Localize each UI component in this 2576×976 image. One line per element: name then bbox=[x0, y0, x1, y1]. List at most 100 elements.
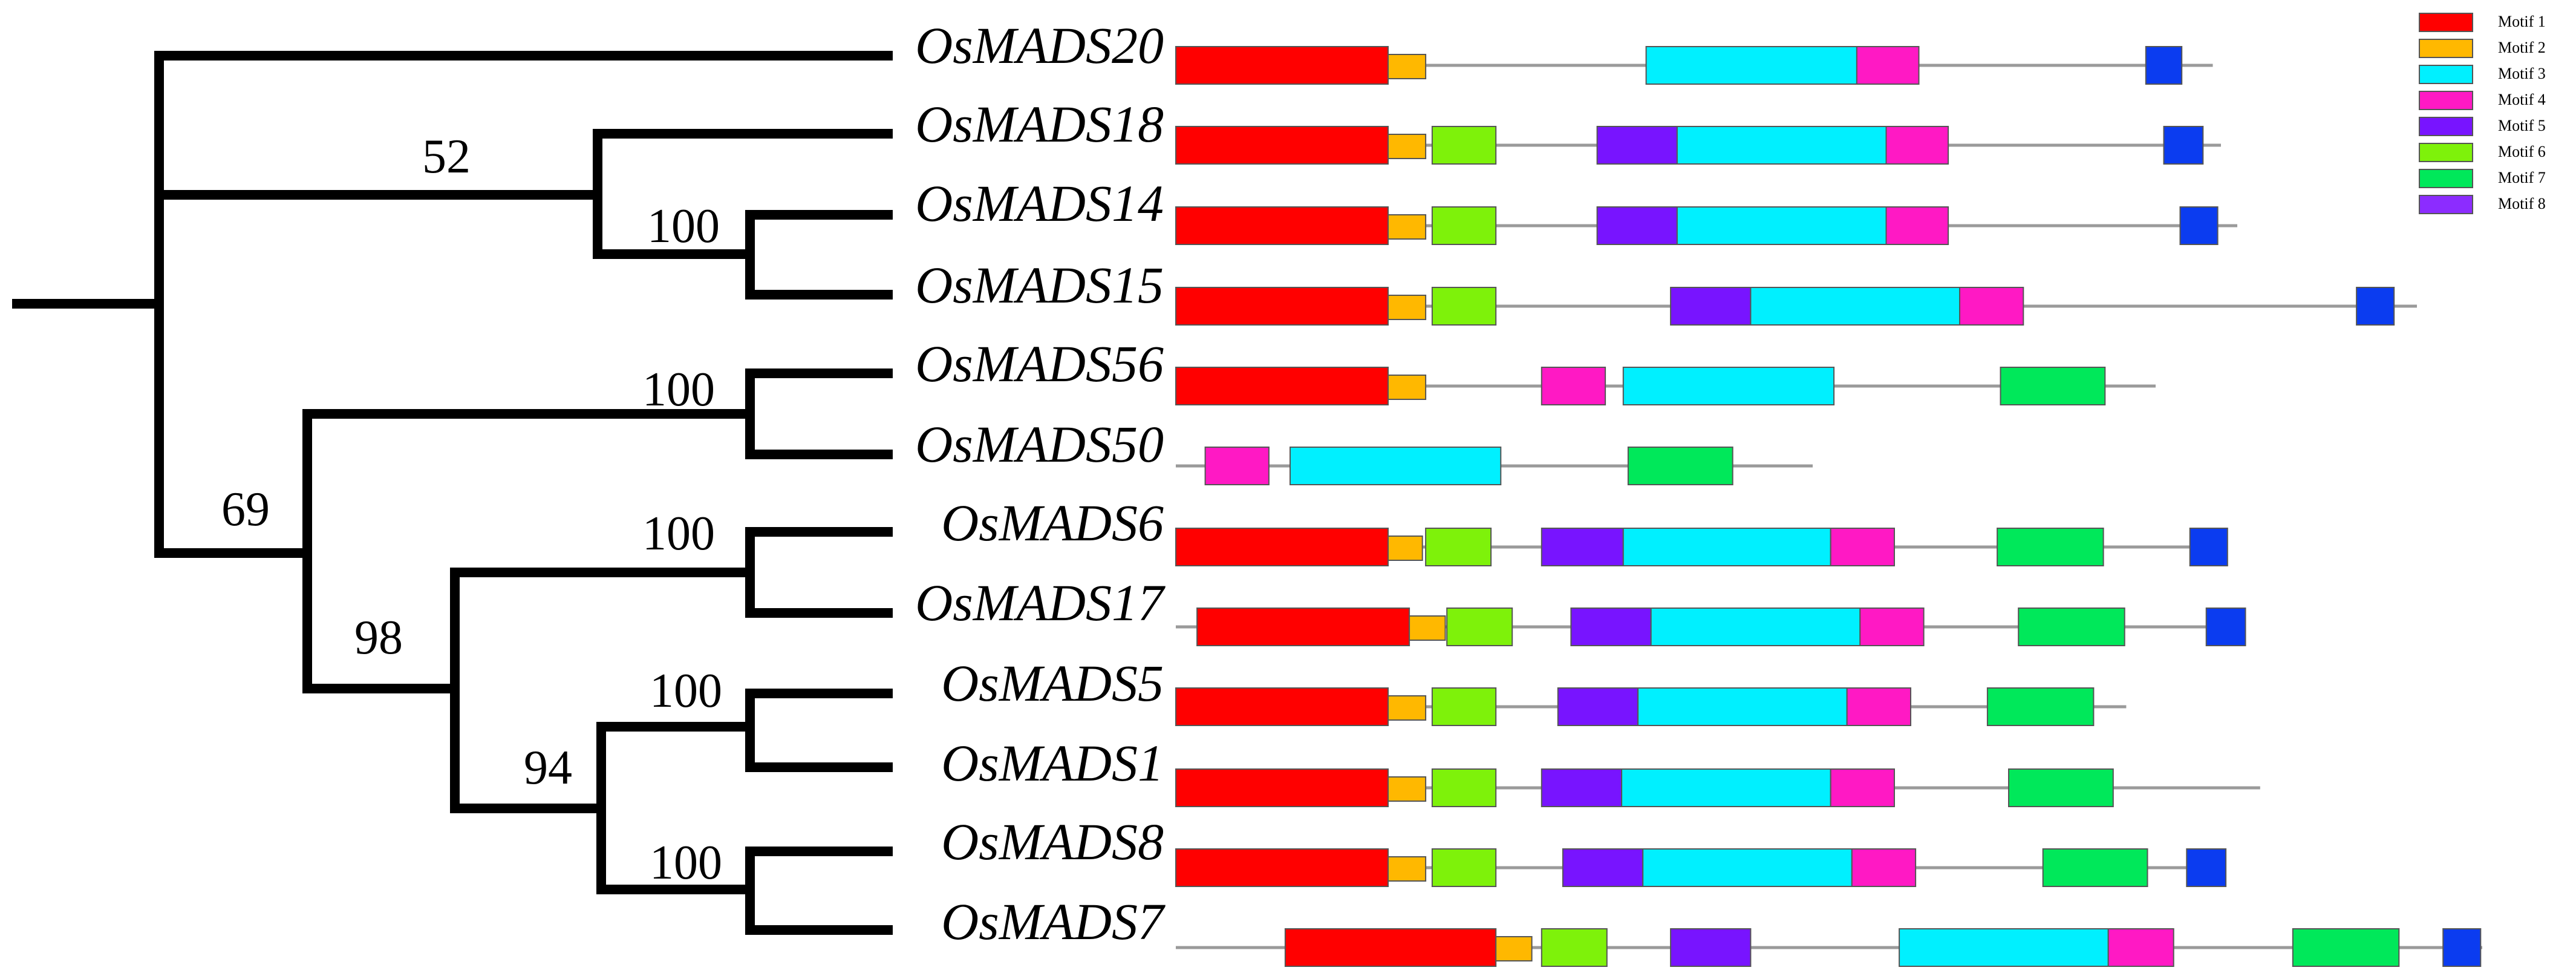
motif-9-box bbox=[2442, 928, 2482, 967]
gene-labels: OsMADS20 OsMADS18 OsMADS14 OsMADS15 OsMA… bbox=[915, 16, 1166, 951]
legend-label: Motif 6 bbox=[2498, 143, 2546, 160]
legend-label: Motif 4 bbox=[2498, 91, 2546, 108]
gene-label: OsMADS15 bbox=[915, 256, 1164, 314]
legend-swatch bbox=[2419, 13, 2473, 32]
motif-5-box bbox=[1670, 287, 1752, 326]
motif-1-box bbox=[1175, 287, 1389, 326]
motif-legend: Motif 1 Motif 2 Motif 3 Motif 4 Motif 5 … bbox=[2419, 13, 2546, 214]
motif-3-box bbox=[1622, 528, 1831, 566]
motif-1-box bbox=[1175, 206, 1389, 245]
motif-6-box bbox=[1446, 608, 1513, 646]
motif-2-box bbox=[1495, 936, 1533, 961]
motif-6-box bbox=[1431, 687, 1497, 726]
motif-3-box bbox=[1676, 126, 1887, 165]
motif-2-box bbox=[1387, 776, 1427, 802]
legend-swatch bbox=[2419, 169, 2473, 188]
motif-2-box bbox=[1387, 134, 1427, 159]
motif-2-box bbox=[1387, 856, 1427, 882]
motif-7-box bbox=[2018, 608, 2125, 646]
bootstrap-label: 100 bbox=[642, 507, 715, 560]
motif-5-box bbox=[1541, 528, 1624, 566]
legend-label: Motif 2 bbox=[2498, 39, 2546, 56]
motif-9-box bbox=[2356, 287, 2395, 326]
bootstrap-values: 52 100 100 69 100 98 100 94 100 bbox=[221, 130, 722, 889]
motif-1-box bbox=[1175, 848, 1389, 887]
motif-1-box bbox=[1284, 928, 1497, 967]
motif-6-box bbox=[1431, 768, 1497, 807]
motif-1-box bbox=[1175, 528, 1389, 566]
bootstrap-label: 98 bbox=[354, 611, 403, 664]
motif-6-box bbox=[1431, 206, 1497, 245]
motif-9-box bbox=[2186, 848, 2227, 887]
motif-3-box bbox=[1645, 46, 1857, 85]
bootstrap-label: 100 bbox=[647, 200, 720, 253]
gene-label: OsMADS8 bbox=[941, 813, 1164, 871]
legend-label: Motif 8 bbox=[2498, 195, 2546, 212]
motif-4-box bbox=[1846, 687, 1911, 726]
motif-3-box bbox=[1290, 447, 1502, 485]
bootstrap-label: 52 bbox=[422, 130, 471, 183]
motif-4-box bbox=[1851, 848, 1917, 887]
motif-3-box bbox=[1621, 768, 1831, 807]
motif-1-box bbox=[1175, 46, 1389, 85]
legend-label: Motif 5 bbox=[2498, 117, 2546, 134]
motif-3-box bbox=[1750, 287, 1960, 326]
gene-label: OsMADS7 bbox=[941, 892, 1166, 951]
gene-label: OsMADS20 bbox=[915, 16, 1164, 74]
motif-5-box bbox=[1562, 848, 1644, 887]
motif-7-box bbox=[1986, 687, 2095, 726]
motif-3-box bbox=[1637, 687, 1848, 726]
motif-4-box bbox=[1856, 46, 1920, 85]
motif-7-box bbox=[1627, 447, 1733, 485]
motif-9-box bbox=[2189, 528, 2228, 566]
motif-4-box bbox=[2107, 928, 2174, 967]
motif-1-box bbox=[1196, 608, 1410, 646]
gene-label: OsMADS56 bbox=[915, 335, 1164, 393]
legend-swatch bbox=[2419, 65, 2473, 84]
motif-2-box bbox=[1387, 375, 1427, 400]
motif-4-box bbox=[1830, 768, 1895, 807]
motif-2-box bbox=[1387, 54, 1427, 79]
motif-3-box bbox=[1650, 608, 1861, 646]
legend-label: Motif 3 bbox=[2498, 65, 2546, 82]
motif-9-box bbox=[2205, 608, 2246, 646]
motif-6-box bbox=[1431, 126, 1497, 165]
motif-5-box bbox=[1541, 768, 1623, 807]
legend-label: Motif 7 bbox=[2498, 169, 2546, 186]
motif-6-box bbox=[1541, 928, 1608, 967]
legend-swatch bbox=[2419, 195, 2473, 214]
bootstrap-label: 100 bbox=[642, 363, 715, 416]
motif-2-box bbox=[1387, 535, 1423, 561]
motif-6-box bbox=[1425, 528, 1492, 566]
motif-2-box bbox=[1387, 695, 1427, 721]
gene-label: OsMADS14 bbox=[915, 174, 1164, 232]
legend-swatch bbox=[2419, 91, 2473, 110]
motif-3-box bbox=[1622, 367, 1835, 405]
motif-4-box bbox=[1885, 126, 1949, 165]
motif-9-box bbox=[2179, 206, 2219, 245]
bootstrap-label: 100 bbox=[650, 664, 722, 718]
gene-label: OsMADS5 bbox=[941, 654, 1164, 712]
motif-1-box bbox=[1175, 367, 1389, 405]
motif-5-box bbox=[1670, 928, 1752, 967]
legend-label: Motif 1 bbox=[2498, 13, 2546, 30]
motif-7-box bbox=[1997, 528, 2104, 566]
legend-swatch bbox=[2419, 117, 2473, 136]
gene-label: OsMADS17 bbox=[915, 574, 1166, 632]
gene-label: OsMADS18 bbox=[915, 95, 1164, 153]
bootstrap-label: 94 bbox=[524, 741, 572, 794]
motif-4-box bbox=[1204, 447, 1270, 485]
motif-7-box bbox=[2042, 848, 2148, 887]
gene-label: OsMADS50 bbox=[915, 415, 1164, 473]
motif-9-box bbox=[2163, 126, 2204, 165]
motif-5-box bbox=[1596, 126, 1678, 165]
motif-6-box bbox=[1431, 287, 1497, 326]
motif-4-box bbox=[1885, 206, 1949, 245]
motif-tracks bbox=[1175, 46, 2482, 967]
motif-2-box bbox=[1387, 214, 1427, 240]
gene-label: OsMADS6 bbox=[941, 494, 1164, 552]
legend-swatch bbox=[2419, 39, 2473, 58]
motif-4-box bbox=[1959, 287, 2024, 326]
motif-4-box bbox=[1830, 528, 1895, 566]
